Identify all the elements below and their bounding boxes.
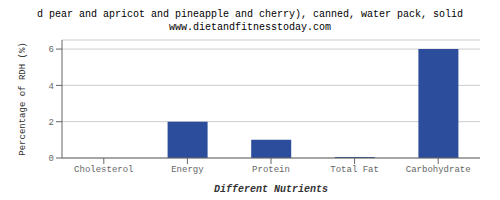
svg-text:6: 6 [49, 45, 54, 55]
html-text:d pear and apricot and pineapp: d pear and apricot and pineapple and che… [37, 9, 463, 20]
svg-text:0: 0 [49, 154, 54, 164]
svg-text:4: 4 [49, 82, 54, 92]
svg-text:Total Fat: Total Fat [330, 165, 379, 175]
html-text:www.dietandfitnesstoday.com: www.dietandfitnesstoday.com [169, 22, 331, 33]
svg-text:Different Nutrients: Different Nutrients [214, 184, 328, 192]
svg-text:Protein: Protein [252, 165, 290, 175]
svg-text:Cholesterol: Cholesterol [74, 165, 133, 175]
svg-text:Carbohydrate: Carbohydrate [406, 165, 471, 175]
svg-text:Energy: Energy [171, 165, 204, 175]
svg-text:2: 2 [49, 118, 54, 128]
svg-text:Percentage of RDH (%): Percentage of RDH (%) [18, 42, 28, 155]
